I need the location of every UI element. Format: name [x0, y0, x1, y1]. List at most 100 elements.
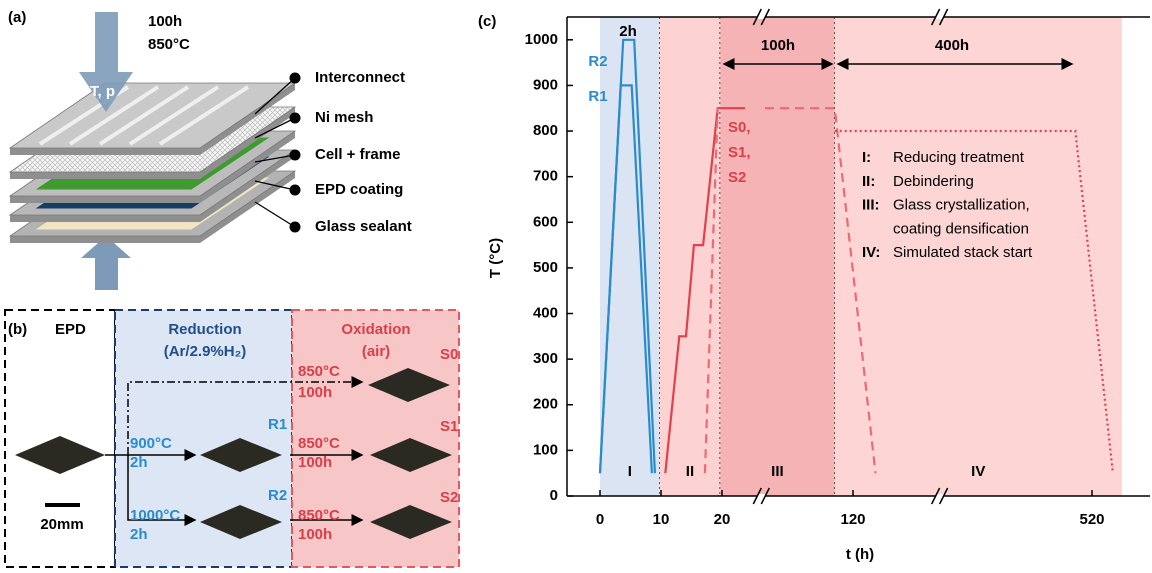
- axis-break: [760, 8, 770, 26]
- load-arrow-bottom: [81, 236, 131, 290]
- condition: 100h: [298, 454, 332, 471]
- interconnect-rib: [128, 85, 220, 146]
- leader-line: [254, 201, 296, 228]
- description-key: I:: [862, 149, 871, 166]
- sample-label: S1: [440, 418, 458, 435]
- temperature-line: [834, 129, 1114, 474]
- layer-edge: [10, 150, 295, 222]
- condition: 900°C: [130, 435, 172, 452]
- condition: 2h: [130, 526, 148, 543]
- description-text: Simulated stack start: [893, 244, 1033, 261]
- annotation: R1: [588, 88, 607, 105]
- leader-line: [254, 180, 296, 191]
- sample: [370, 505, 452, 539]
- panel-b: (b) EPD Reduction (Ar/2.9%H₂) Oxidation …: [4, 309, 460, 568]
- y-tick-label: 0: [550, 487, 558, 504]
- temperature-line: [598, 84, 653, 474]
- annotation: S0,: [728, 119, 751, 136]
- stage-region: [834, 17, 1122, 496]
- layer-label: EPD coating: [315, 181, 403, 198]
- description-text: Debindering: [893, 173, 974, 190]
- sample: [15, 436, 105, 474]
- stage-label: I: [628, 463, 632, 480]
- axis-break: [752, 8, 762, 26]
- y-tick-label: 700: [533, 168, 558, 185]
- layer-edge: [10, 107, 295, 179]
- axis-break: [938, 487, 949, 505]
- layer-edge: [10, 83, 295, 155]
- scale-bar-label: 20mm: [40, 516, 83, 533]
- layer-stack: [8, 82, 297, 243]
- description-key: III:: [862, 197, 880, 214]
- x-axis-label: t (h): [846, 546, 874, 563]
- annotation: 400h: [935, 37, 969, 54]
- y-tick-label: 1000: [525, 31, 558, 48]
- layer-label: Glass sealant: [315, 218, 412, 235]
- interconnect-rib: [68, 85, 160, 146]
- layer-label: Interconnect: [315, 69, 405, 86]
- annotation: S2: [728, 169, 746, 186]
- y-tick-label: 100: [533, 441, 558, 458]
- annotation: 2h: [619, 23, 637, 40]
- section-subtitle: (Ar/2.9%H₂): [164, 343, 247, 360]
- panel-label: (b): [8, 321, 27, 338]
- leader-line: [254, 154, 296, 163]
- load-label: T, p: [90, 83, 115, 100]
- panel-a: (a) 100h 850°C T, p: [8, 9, 297, 290]
- y-axis-label: T (°C): [487, 238, 504, 278]
- stage-region: [720, 17, 835, 496]
- description-key: II:: [862, 173, 875, 190]
- temperature-label: 850°C: [148, 36, 190, 53]
- sample: [370, 438, 452, 472]
- leader-dot: [289, 112, 301, 124]
- layer-edge: [10, 131, 295, 203]
- axis-break-gap: [935, 15, 944, 19]
- description-text: Reducing treatment: [893, 149, 1025, 166]
- sample-label: R2: [268, 487, 287, 504]
- layer-label: Ni mesh: [315, 109, 373, 126]
- stage-region: [600, 17, 660, 496]
- sample-label: S0: [440, 346, 458, 363]
- panel-label: (c): [478, 13, 496, 30]
- section-title: Oxidation: [341, 321, 410, 338]
- y-tick-label: 300: [533, 350, 558, 367]
- axis-break: [752, 487, 762, 505]
- leader-dot: [289, 221, 301, 233]
- axis-break-gap: [757, 494, 766, 498]
- condition: 850°C: [298, 507, 340, 524]
- x-tick-label: 520: [1079, 511, 1104, 528]
- condition: 850°C: [298, 363, 340, 380]
- description-text: coating densification: [893, 220, 1029, 237]
- stage-label: IV: [971, 463, 985, 480]
- stage-label: II: [686, 463, 694, 480]
- stage-descriptions: I: Reducing treatment II: Debindering III: Gl…: [862, 149, 1033, 261]
- stage-region: [659, 17, 721, 496]
- sample: [200, 438, 282, 472]
- condition: 1000°C: [130, 507, 180, 524]
- leader-dot: [289, 149, 301, 161]
- x-tick-label: 120: [840, 511, 865, 528]
- process-arrow: [127, 455, 197, 526]
- y-tick-label: 800: [533, 122, 558, 139]
- interconnect-rib: [98, 85, 190, 146]
- axis-break: [938, 8, 949, 26]
- x-tick-label: 0: [596, 511, 604, 528]
- x-tick-label: 20: [714, 511, 731, 528]
- leader-line: [254, 77, 296, 115]
- section-title: EPD: [55, 321, 86, 338]
- x-tick-label: 10: [653, 511, 670, 528]
- condition: 100h: [298, 384, 332, 401]
- axis-break-gap: [757, 15, 766, 19]
- time-label: 100h: [148, 13, 182, 30]
- annotation: S1,: [728, 144, 751, 161]
- axis-break: [760, 487, 770, 505]
- section-subtitle: (air): [362, 343, 390, 360]
- layer-label: Cell + frame: [315, 146, 400, 163]
- y-tick-label: 900: [533, 76, 558, 93]
- y-tick-label: 600: [533, 213, 558, 230]
- sample: [368, 368, 450, 402]
- condition: 2h: [130, 454, 148, 471]
- process-arrow: [127, 376, 364, 455]
- description-key: IV:: [862, 244, 880, 261]
- y-tick-label: 200: [533, 396, 558, 413]
